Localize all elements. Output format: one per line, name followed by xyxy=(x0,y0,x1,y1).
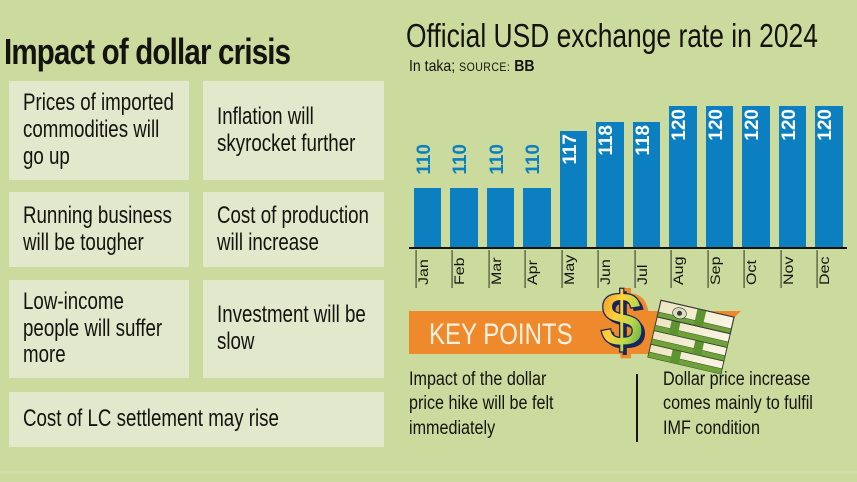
svg-text:$: $ xyxy=(600,284,643,363)
